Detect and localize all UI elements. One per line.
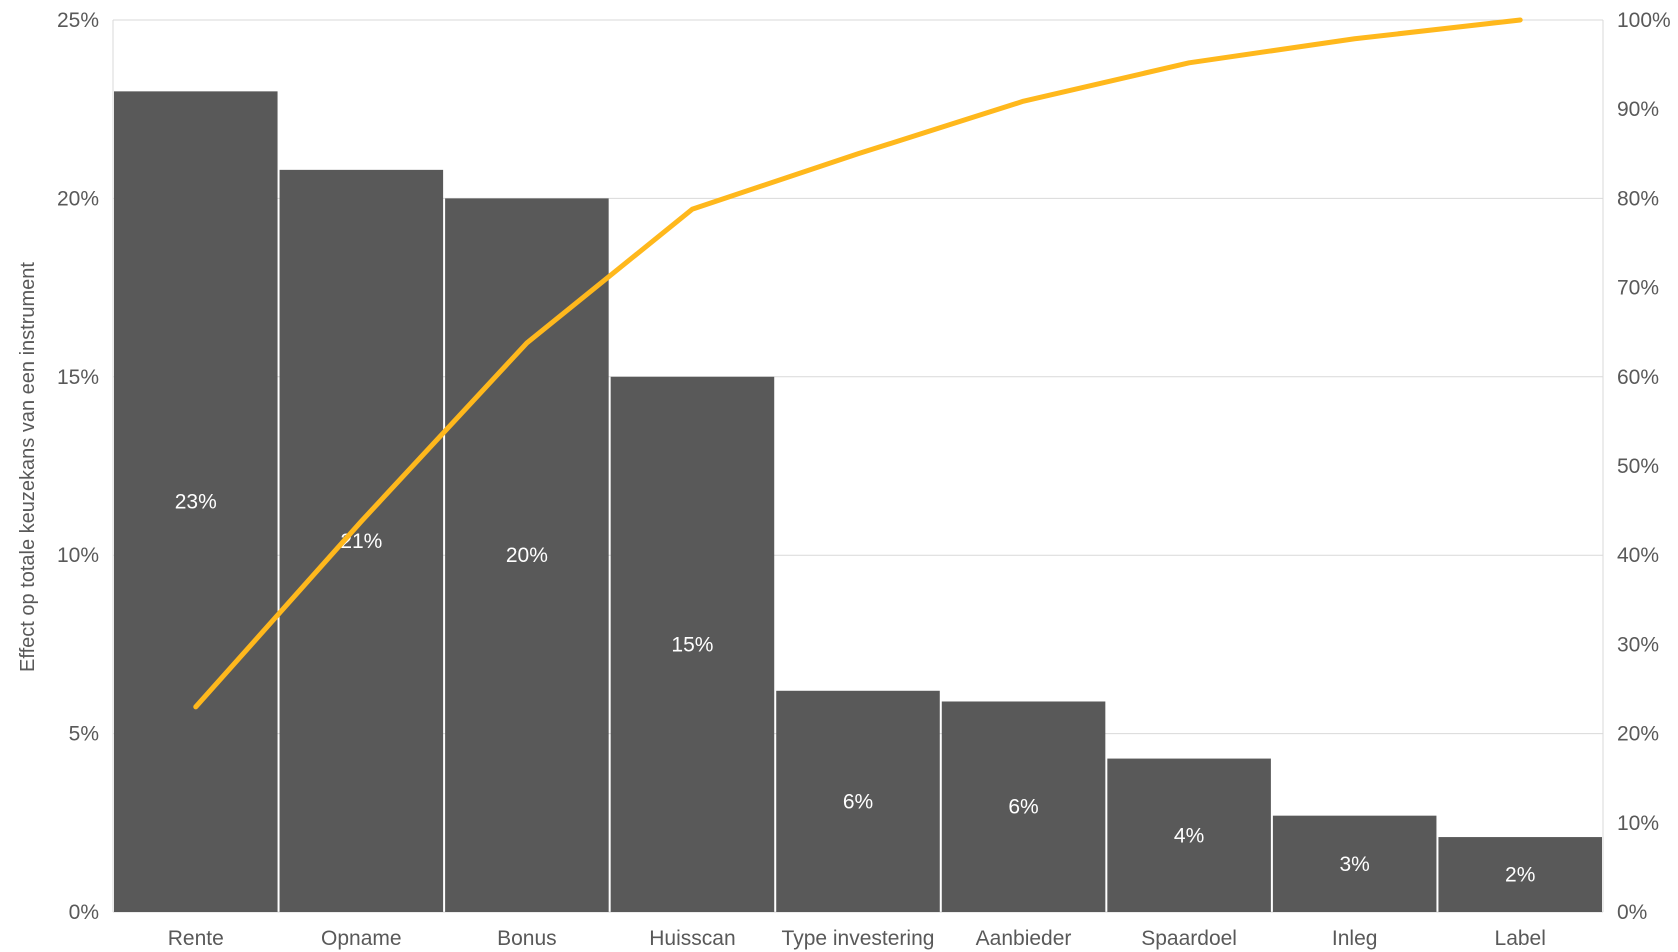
- y2-tick-label: 10%: [1617, 812, 1659, 835]
- data-label: 15%: [671, 633, 713, 656]
- y2-tick-label: 40%: [1617, 544, 1659, 567]
- bar: [1438, 837, 1602, 912]
- y2-tick-label: 60%: [1617, 366, 1659, 389]
- cumulative-line: [193, 17, 1523, 710]
- bar: [610, 376, 775, 912]
- y-axis-title: Effect op totale keuzekans van een instr…: [17, 262, 39, 672]
- y2-tick-label: 90%: [1617, 98, 1659, 121]
- y2-tick-label: 100%: [1617, 9, 1671, 32]
- category-axis-labels: Rente Opname Bonus Huisscan Type investering…: [168, 927, 1546, 950]
- bar: [279, 169, 444, 912]
- bar: [445, 198, 609, 912]
- data-label: 6%: [843, 790, 873, 813]
- category-label: Rente: [168, 927, 224, 950]
- y-tick-label: 0%: [69, 901, 99, 924]
- right-axis-ticks: 0% 10% 20% 30% 40% 50% 60% 70% 80% 90% 100%: [1617, 9, 1671, 924]
- data-label: 4%: [1174, 824, 1204, 847]
- bar: [1272, 815, 1437, 912]
- cumulative-line-series: [193, 17, 1523, 710]
- bar: [114, 91, 278, 913]
- y2-tick-label: 80%: [1617, 187, 1659, 210]
- y-tick-label: 5%: [69, 723, 99, 746]
- bar-series: [114, 91, 1602, 913]
- y-tick-label: 15%: [57, 366, 99, 389]
- left-axis-ticks: 0% 5% 10% 15% 20% 25%: [57, 9, 99, 924]
- data-label: 2%: [1505, 864, 1535, 887]
- y-tick-label: 20%: [57, 187, 99, 210]
- data-label: 6%: [1008, 796, 1038, 819]
- bar: [941, 701, 1106, 912]
- category-label: Huisscan: [649, 927, 735, 950]
- y2-tick-label: 0%: [1617, 901, 1647, 924]
- y-tick-label: 25%: [57, 9, 99, 32]
- y-tick-label: 10%: [57, 544, 99, 567]
- category-label: Opname: [321, 927, 402, 950]
- category-label: Bonus: [497, 927, 557, 950]
- y2-tick-label: 30%: [1617, 633, 1659, 656]
- data-label: 23%: [175, 491, 217, 514]
- y2-tick-label: 50%: [1617, 455, 1659, 478]
- category-label: Spaardoel: [1141, 927, 1237, 950]
- category-label: Inleg: [1332, 927, 1378, 950]
- bar: [1107, 758, 1271, 912]
- data-label: 3%: [1339, 853, 1369, 876]
- data-label: 20%: [506, 544, 548, 567]
- y2-tick-label: 70%: [1617, 277, 1659, 300]
- category-label: Label: [1495, 927, 1546, 950]
- category-label: Aanbieder: [976, 927, 1072, 950]
- category-label: Type investering: [782, 927, 935, 950]
- data-labels: 23%21%20%15%6% 6%4%3% 2%: [175, 491, 1536, 887]
- bar: [776, 690, 940, 912]
- y2-tick-label: 20%: [1617, 723, 1659, 746]
